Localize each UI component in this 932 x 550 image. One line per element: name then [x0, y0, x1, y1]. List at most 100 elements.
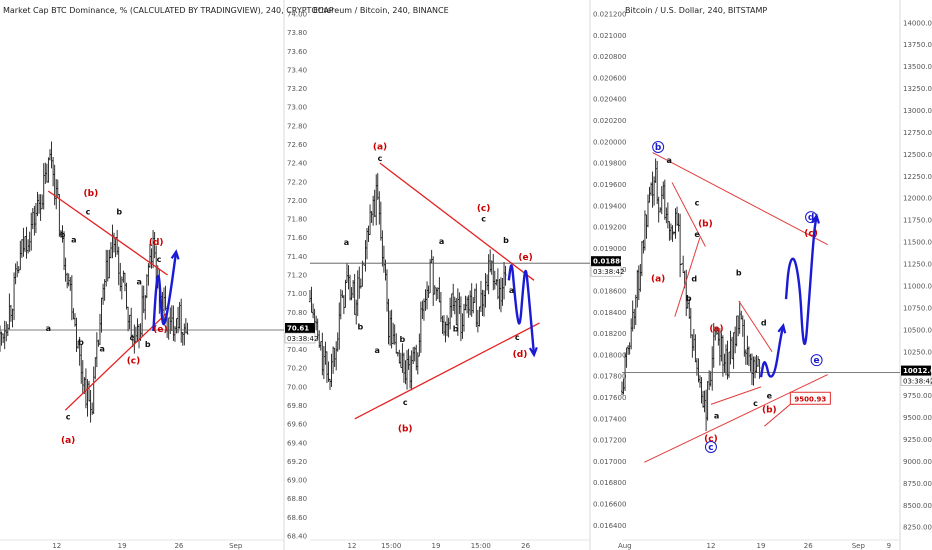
wave-label: (c) — [804, 229, 818, 239]
x-tick-label: 12 — [348, 542, 357, 550]
y-tick-label: 70.00 — [287, 383, 307, 391]
wave-trendline — [652, 152, 828, 246]
y-tick-label: 0.018200 — [593, 330, 626, 338]
countdown-value: 03:38:42 — [593, 268, 624, 276]
y-tick-label: 8250.00 — [903, 524, 932, 532]
y-tick-label: 0.020200 — [593, 117, 626, 125]
y-tick-label: 0.016400 — [593, 522, 626, 530]
wave-label: b — [116, 207, 122, 216]
x-tick-label: 19 — [757, 542, 766, 550]
last-price-value: 70.61 — [287, 324, 309, 332]
wave-label: b — [358, 322, 364, 331]
wave-trendline — [738, 300, 773, 353]
x-tick-label: 15:00 — [471, 542, 491, 550]
y-tick-label: 11250.00 — [903, 261, 932, 269]
wave-label: c — [695, 198, 700, 207]
wave-label: c — [66, 412, 71, 421]
y-tick-label: 72.60 — [287, 141, 307, 149]
x-tick-label: 26 — [804, 542, 813, 550]
y-tick-label: 0.018400 — [593, 309, 626, 317]
y-tick-label: 73.80 — [287, 29, 307, 37]
projection-path — [759, 325, 785, 378]
y-tick-label: 9500.00 — [903, 414, 932, 422]
x-tick-label: Sep — [852, 542, 866, 550]
y-tick-label: 11000.00 — [903, 282, 932, 290]
y-tick-label: 0.017800 — [593, 373, 626, 381]
wave-label: b — [503, 236, 509, 245]
wave-label: (d) — [513, 350, 528, 360]
y-tick-label: 11500.00 — [903, 239, 932, 247]
y-tick-label: 13500.00 — [903, 63, 932, 71]
y-tick-label: 13750.00 — [903, 41, 932, 49]
y-tick-label: 10750.00 — [903, 304, 932, 312]
y-tick-label: 0.019800 — [593, 160, 626, 168]
wave-label: b — [145, 340, 151, 349]
wave-label: a — [100, 344, 105, 353]
y-tick-label: 68.80 — [287, 495, 307, 503]
countdown-box — [284, 332, 316, 344]
y-tick-label: 12500.00 — [903, 151, 932, 159]
y-tick-label: 73.20 — [287, 85, 307, 93]
x-tick-label: 12 — [706, 542, 715, 550]
y-tick-label: 0.020400 — [593, 96, 626, 104]
chart-title: Bitcoin / U.S. Dollar, 240, BITSTAMP — [625, 6, 767, 15]
wave-label: (e) — [518, 253, 532, 263]
wave-label: b — [655, 143, 662, 153]
y-tick-label: 0.020600 — [593, 74, 626, 82]
wave-trendline — [354, 322, 540, 420]
wave-label: (b) — [398, 425, 413, 435]
y-tick-label: 69.80 — [287, 402, 307, 410]
y-tick-label: 0.020000 — [593, 138, 626, 146]
wave-label: b — [736, 268, 742, 277]
wave-label: (a) — [373, 142, 387, 152]
wave-label: a — [667, 156, 672, 165]
y-tick-label: 9000.00 — [903, 458, 932, 466]
countdown-value: 03:38:42 — [903, 378, 932, 386]
y-tick-label: 71.40 — [287, 253, 307, 261]
wave-label: c — [515, 333, 520, 342]
wave-trendline — [671, 182, 706, 247]
wave-label: e — [694, 230, 700, 239]
y-tick-label: 10500.00 — [903, 326, 932, 334]
y-tick-label: 0.021000 — [593, 32, 626, 40]
wave-label: a — [71, 235, 76, 244]
wave-circle — [810, 354, 823, 367]
y-tick-label: 8500.00 — [903, 502, 932, 510]
y-tick-label: 13250.00 — [903, 85, 932, 93]
y-tick-label: 12250.00 — [903, 173, 932, 181]
wave-label: (b) — [762, 405, 777, 415]
chart-title: Ethereum / Bitcoin, 240, BINANCE — [313, 6, 449, 15]
wave-circle — [652, 140, 665, 153]
x-tick-label: 15:00 — [381, 542, 401, 550]
wave-label: a — [374, 346, 379, 355]
wave-circle — [805, 211, 818, 224]
y-tick-label: 0.017400 — [593, 415, 626, 423]
y-tick-label: 69.40 — [287, 439, 307, 447]
y-tick-label: 14000.00 — [903, 19, 932, 27]
y-tick-label: 69.60 — [287, 421, 307, 429]
wave-label: (a) — [61, 436, 75, 446]
wave-label: (c) — [704, 434, 718, 444]
y-tick-label: 0.016800 — [593, 479, 626, 487]
wave-label: (b) — [84, 189, 99, 199]
wave-label: (c) — [127, 357, 141, 367]
y-tick-label: 12000.00 — [903, 195, 932, 203]
y-tick-label: 71.60 — [287, 234, 307, 242]
countdown-box — [590, 265, 622, 277]
wave-label: b — [78, 338, 84, 347]
x-tick-label: Aug — [618, 542, 632, 550]
last-price-box — [901, 365, 931, 376]
wave-label: b — [400, 335, 406, 344]
y-tick-label: 72.20 — [287, 178, 307, 186]
y-tick-label: 71.00 — [287, 290, 307, 298]
y-tick-label: 0.017600 — [593, 394, 626, 402]
last-price-value: 0.018861 — [593, 258, 630, 266]
y-tick-label: 73.60 — [287, 48, 307, 56]
y-tick-label: 69.00 — [287, 477, 307, 485]
y-tick-label: 74.00 — [287, 11, 307, 19]
y-tick-label: 0.020800 — [593, 53, 626, 61]
y-tick-label: 70.80 — [287, 309, 307, 317]
projection-path — [507, 264, 536, 356]
chart-panel-3: Bitcoin / U.S. Dollar, 240, BITSTAMP 1400… — [618, 0, 932, 550]
